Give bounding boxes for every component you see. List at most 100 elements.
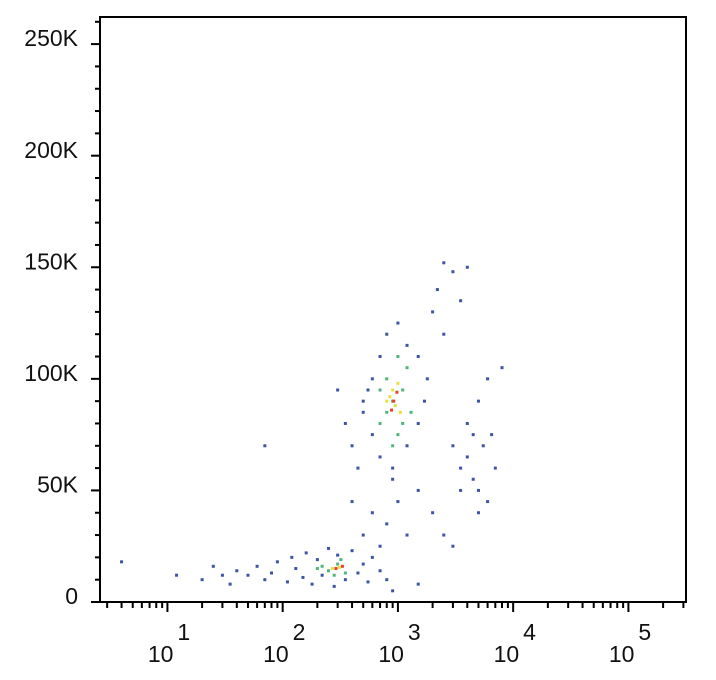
point [270,571,274,575]
point [255,564,259,568]
point [361,533,365,537]
point [465,421,469,425]
point [391,466,395,470]
point [343,578,347,582]
point [416,421,420,425]
point [476,488,480,492]
point [405,533,409,537]
point [211,564,215,568]
point [327,569,331,573]
point [442,332,446,336]
point [332,573,336,577]
y-tick-label: 200K [24,137,78,163]
point [361,399,365,403]
point [459,488,463,492]
point [263,444,267,448]
point [451,444,455,448]
point [395,390,399,394]
point [385,332,389,336]
point [361,410,365,414]
point [465,455,469,459]
point [396,321,400,325]
point [246,573,250,577]
point [310,582,314,586]
point [343,421,347,425]
point [390,408,394,412]
point [378,388,382,392]
point [409,410,413,414]
point [422,399,426,403]
x-tick-base: 10 [378,641,404,667]
point [476,399,480,403]
point [388,395,392,399]
point [471,477,475,481]
y-tick-label: 150K [24,248,78,274]
point [350,500,354,504]
point [350,549,354,553]
point [378,544,382,548]
point [356,571,360,575]
point [320,564,324,568]
point [425,377,429,381]
point [405,366,409,370]
point [486,377,490,381]
point [391,444,395,448]
point [476,511,480,515]
y-tick-label: 50K [37,471,79,497]
point [405,343,409,347]
x-tick-exponent: 3 [408,619,421,645]
point [451,544,455,548]
point [385,377,389,381]
point [385,522,389,526]
point [396,355,400,359]
x-tick-label: 10 [378,641,404,667]
point [416,355,420,359]
point [401,388,405,392]
x-tick-exponent: 2 [293,619,306,645]
point [391,388,395,392]
point [416,582,420,586]
y-tick-label: 250K [24,25,78,51]
x-tick-base: 10 [494,641,520,667]
point [350,444,354,448]
point [378,569,382,573]
point [336,562,340,566]
point [392,399,396,403]
point [391,589,395,593]
x-tick-base: 10 [148,641,174,667]
x-tick-exponent: 5 [638,619,651,645]
point [451,270,455,274]
point [401,421,405,425]
point [315,567,319,571]
point [334,567,338,571]
point [327,546,331,550]
point [431,511,435,515]
point [120,560,124,564]
point [370,433,374,437]
point [340,564,344,568]
point [442,533,446,537]
point [416,488,420,492]
point [370,377,374,381]
point [332,584,336,588]
point [263,578,267,582]
x-tick-label: 10 [148,641,174,667]
point [343,571,347,575]
x-tick-exponent: 1 [177,619,190,645]
point [378,421,382,425]
point [336,553,340,557]
point [459,299,463,303]
point [330,567,334,571]
point [370,511,374,515]
point [285,580,289,584]
point [396,500,400,504]
point [378,355,382,359]
point [385,578,389,582]
x-tick-base: 10 [609,641,635,667]
x-tick-label: 10 [263,641,289,667]
point [366,580,370,584]
point [220,573,224,577]
point [393,404,397,408]
point [200,578,204,582]
